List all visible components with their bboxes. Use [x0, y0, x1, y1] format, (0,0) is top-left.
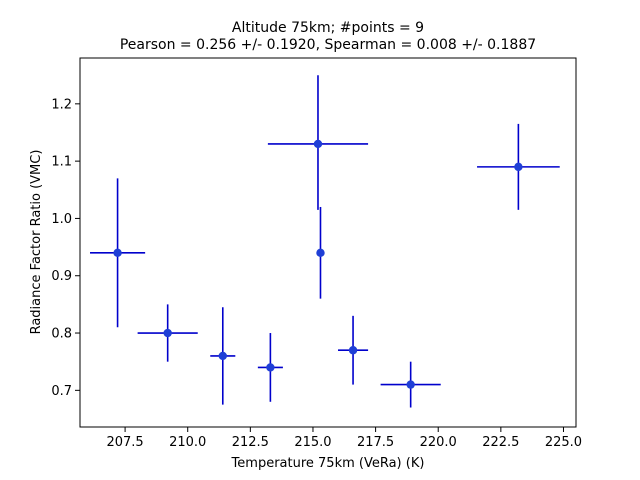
x-tick-label: 215.0 [294, 435, 331, 450]
point-marker [218, 351, 227, 361]
data-point-1 [90, 178, 146, 328]
x-axis: 207.5 210.0 212.5 215.0 217.5 220.0 222.5 225.0 [106, 427, 582, 450]
x-tick-label: 217.5 [357, 435, 394, 450]
y-tick-label: 0.7 [51, 384, 72, 399]
data-point-2 [137, 304, 198, 362]
point-marker [406, 380, 415, 389]
plot-area-frame [79, 57, 577, 428]
point-marker [113, 248, 122, 258]
x-tick-label: 210.0 [169, 435, 206, 450]
point-marker [266, 363, 275, 372]
y-tick-label: 1.2 [51, 97, 72, 112]
chart-title-line2: Pearson = 0.256 +/- 0.1920, Spearman = 0… [120, 37, 536, 53]
point-marker [348, 346, 358, 355]
y-tick-label: 0.9 [51, 269, 72, 284]
data-point-4 [257, 333, 283, 402]
point-marker [163, 328, 172, 338]
x-axis-label: Temperature 75km (VeRa) (K) [231, 456, 425, 471]
x-tick-label: 220.0 [420, 435, 457, 450]
point-marker [316, 248, 325, 258]
x-tick-label: 225.0 [545, 435, 582, 450]
data-point-7 [338, 315, 369, 385]
x-tick-label: 212.5 [232, 435, 269, 450]
data-points [90, 75, 560, 408]
data-point-8 [380, 361, 441, 408]
chart-title-line1: Altitude 75km; #points = 9 [232, 20, 424, 36]
data-point-3 [210, 307, 236, 405]
y-axis-label: Radiance Factor Ratio (VMC) [29, 150, 44, 335]
point-marker [514, 162, 523, 172]
x-tick-label: 207.5 [106, 435, 143, 450]
data-point-5 [267, 75, 369, 210]
y-axis: 0.7 0.8 0.9 1.0 1.1 1.2 [51, 97, 80, 399]
point-marker [313, 139, 323, 149]
y-tick-label: 0.8 [51, 327, 72, 342]
data-point-9 [477, 123, 560, 210]
x-tick-label: 222.5 [482, 435, 519, 450]
data-point-6 [316, 206, 325, 299]
y-tick-label: 1.0 [51, 212, 72, 227]
y-tick-label: 1.1 [51, 155, 72, 170]
